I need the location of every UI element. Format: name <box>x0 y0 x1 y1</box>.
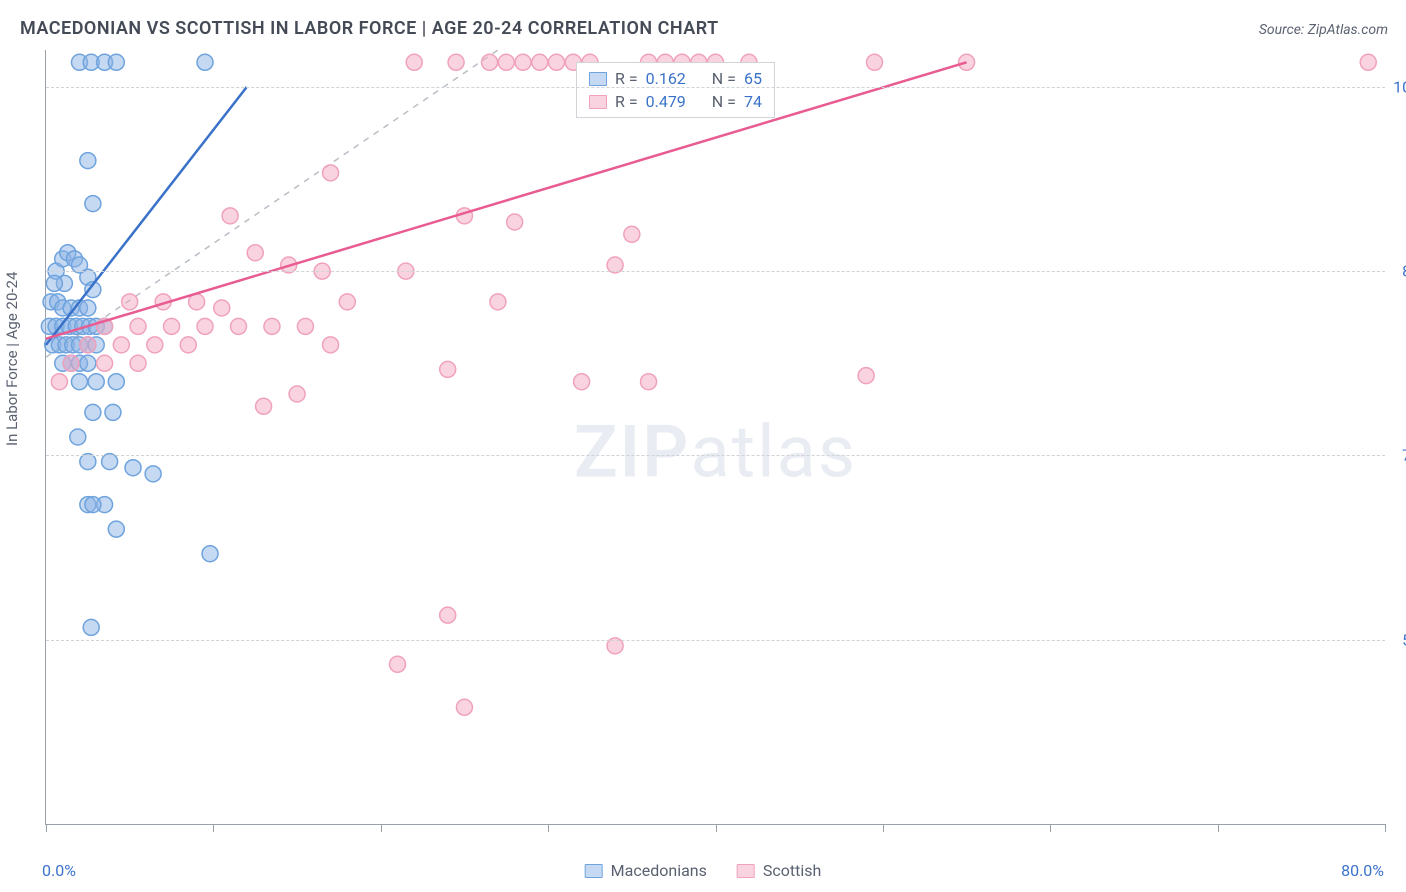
stats-row-b: R = 0.479 N = 74 <box>589 92 762 111</box>
legend: Macedonians Scottish <box>585 861 822 880</box>
source-label: Source: ZipAtlas.com <box>1259 22 1388 38</box>
stats-swatch-b <box>589 95 607 109</box>
x-axis-min-label: 0.0% <box>42 861 76 880</box>
correlation-chart: MACEDONIAN VS SCOTTISH IN LABOR FORCE | … <box>0 0 1406 892</box>
plot-svg <box>46 50 1385 824</box>
x-tick <box>381 824 382 832</box>
x-tick <box>1218 824 1219 832</box>
legend-swatch-b <box>737 864 755 878</box>
y-tick-label: 100.0% <box>1393 77 1406 96</box>
x-tick <box>1385 824 1386 832</box>
legend-swatch-a <box>585 864 603 878</box>
legend-item-b: Scottish <box>737 861 821 880</box>
chart-title: MACEDONIAN VS SCOTTISH IN LABOR FORCE | … <box>20 18 719 39</box>
legend-label-a: Macedonians <box>611 861 707 880</box>
x-tick <box>883 824 884 832</box>
x-tick <box>46 824 47 832</box>
stats-swatch-a <box>589 72 607 86</box>
gridline-h <box>46 640 1385 641</box>
legend-item-a: Macedonians <box>585 861 707 880</box>
gridline-h <box>46 271 1385 272</box>
gridline-h <box>46 455 1385 456</box>
y-tick-label: 70.0% <box>1402 446 1406 465</box>
y-tick-label: 55.0% <box>1402 630 1406 649</box>
x-tick <box>1050 824 1051 832</box>
stats-box: R = 0.162 N = 65 R = 0.479 N = 74 <box>576 62 775 118</box>
legend-label-b: Scottish <box>763 861 821 880</box>
stats-row-a: R = 0.162 N = 65 <box>589 69 762 88</box>
gridline-h <box>46 87 1385 88</box>
y-tick-label: 85.0% <box>1402 262 1406 281</box>
plot-area: ZIPatlas R = 0.162 N = 65 R = 0.479 N = … <box>45 50 1385 825</box>
x-tick <box>716 824 717 832</box>
y-axis-title: In Labor Force | Age 20-24 <box>3 272 21 446</box>
x-tick <box>213 824 214 832</box>
x-axis-max-label: 80.0% <box>1341 861 1384 880</box>
x-tick <box>548 824 549 832</box>
